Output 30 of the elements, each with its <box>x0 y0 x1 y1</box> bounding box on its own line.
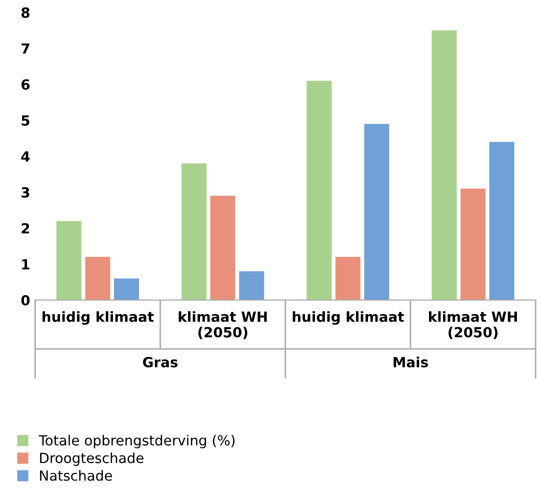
y-tick-label: 2 <box>22 223 30 234</box>
x-tick-label: klimaat WH (2050) <box>178 311 267 340</box>
legend-label: Natschade <box>40 470 112 481</box>
y-tick-label: 6 <box>22 79 30 90</box>
bar <box>85 256 110 300</box>
bar <box>489 142 514 300</box>
x-tick-label: huidig klimaat <box>292 311 404 325</box>
y-tick-label: 4 <box>21 151 30 162</box>
text: Mais <box>394 356 428 368</box>
bar <box>335 256 360 300</box>
bar <box>210 196 236 300</box>
y-tick-label: 7 <box>22 44 30 54</box>
bar <box>114 278 140 300</box>
y-tick-label: 1 <box>22 259 30 270</box>
y-tick-label: 3 <box>22 187 30 198</box>
x-tick-label: klimaat WH (2050) <box>429 311 517 340</box>
x-tick-label: huidig klimaat <box>42 311 154 325</box>
bar <box>460 188 486 300</box>
y-tick-label: 5 <box>22 115 30 126</box>
legend-label: Totale opbrengstderving (%) <box>38 434 235 448</box>
legend-label: Droogteschade <box>40 452 144 466</box>
y-tick-label: 0 <box>21 295 30 306</box>
bar <box>239 271 264 300</box>
bar <box>432 30 457 300</box>
bar <box>364 124 390 300</box>
y-tick-label: 8 <box>21 7 30 18</box>
bar <box>306 80 332 300</box>
bar <box>56 220 82 300</box>
bar <box>182 163 207 300</box>
text: Gras <box>143 356 178 368</box>
